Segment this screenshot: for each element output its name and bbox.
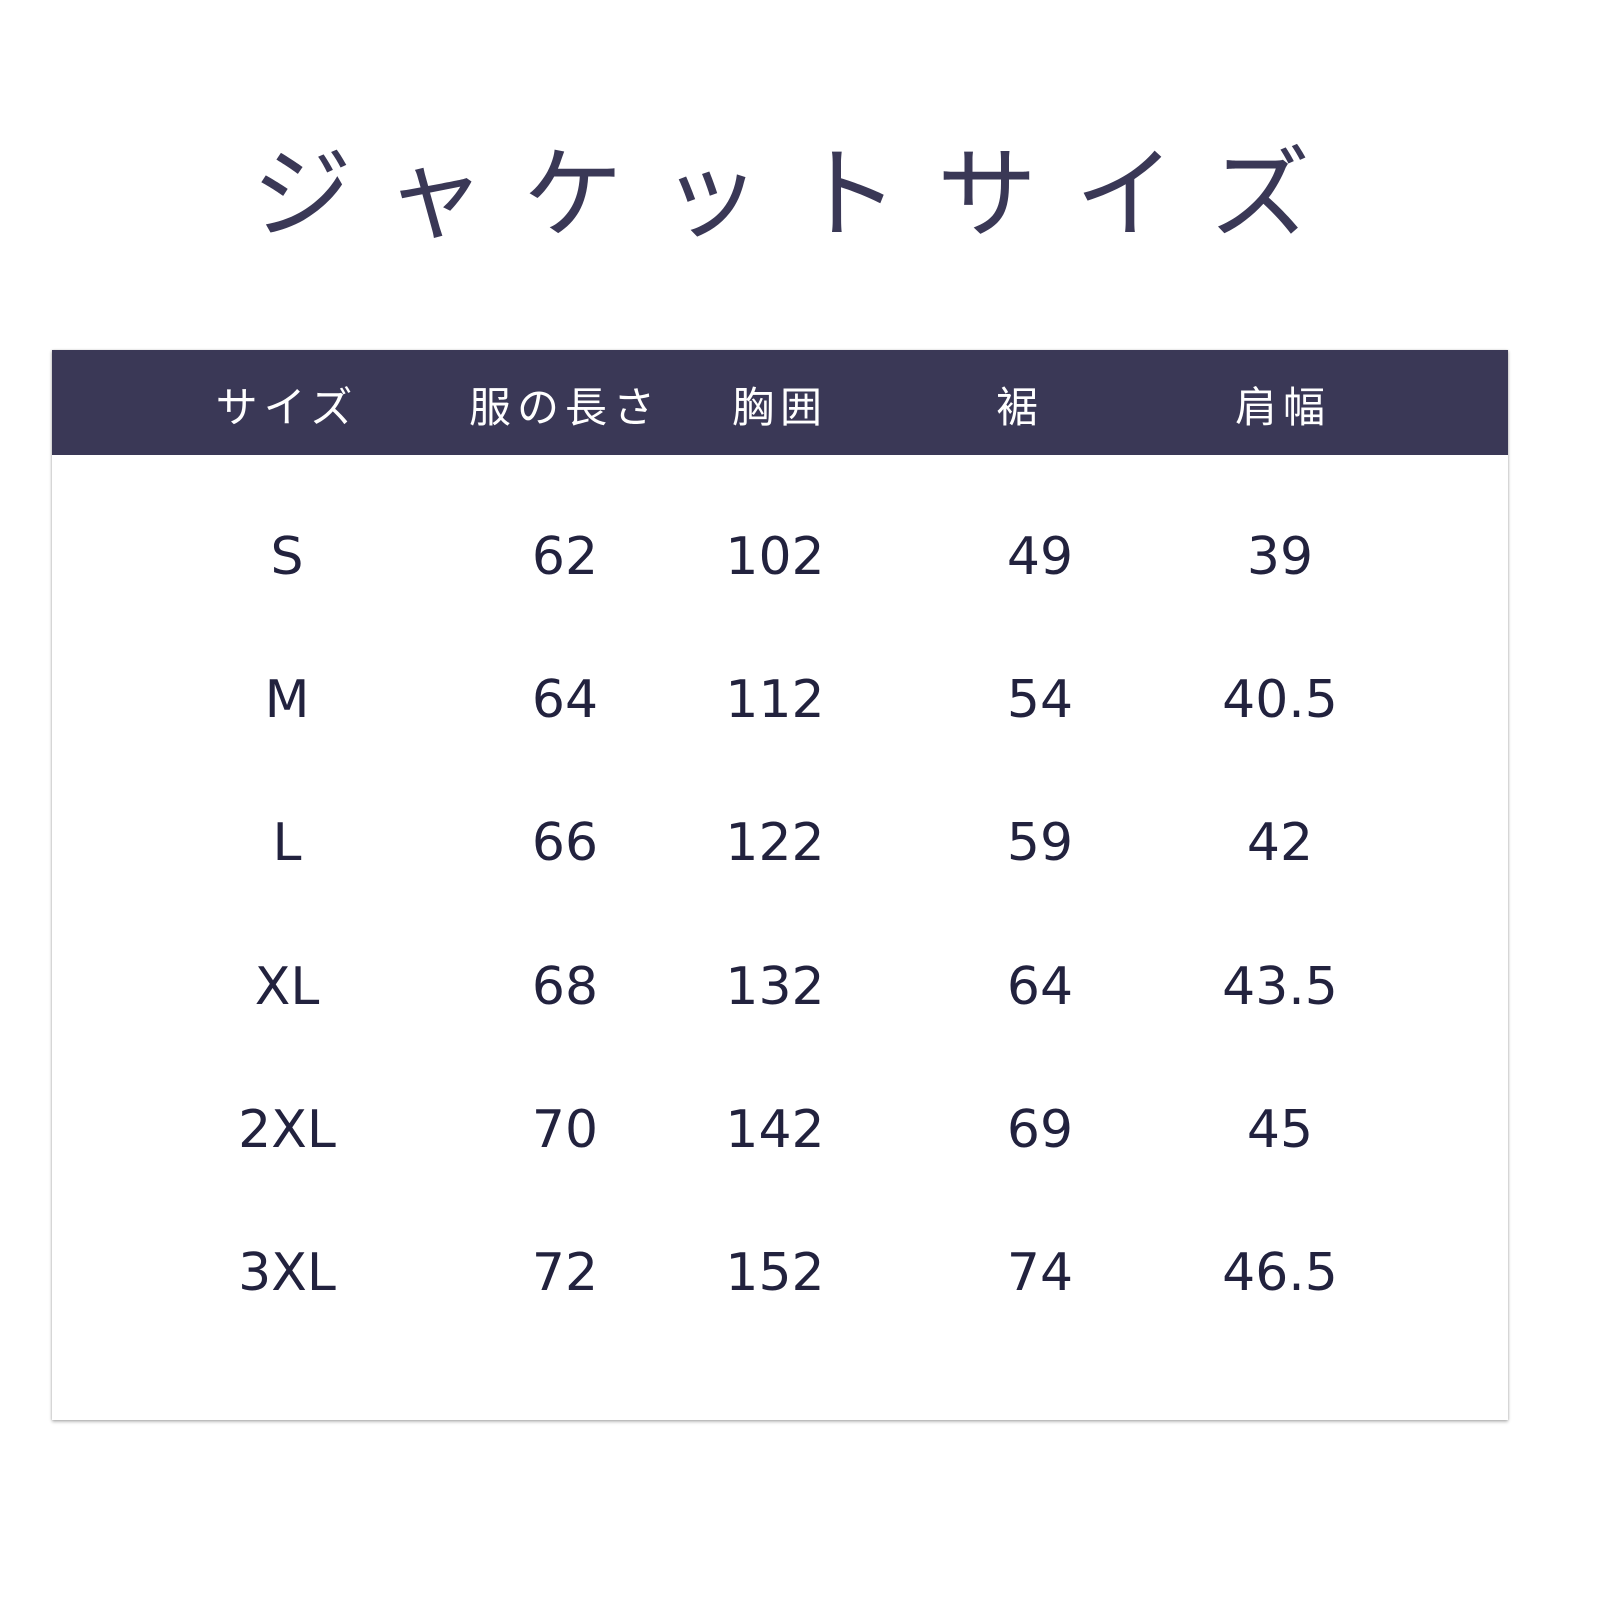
page-title: ジャケットサイズ — [252, 136, 1348, 253]
cell-length: 70 — [531, 1100, 599, 1160]
cell-hem: 69 — [1006, 1100, 1074, 1160]
cell-length: 68 — [531, 957, 599, 1017]
cell-chest: 142 — [725, 1100, 825, 1160]
cell-size: XL — [254, 957, 320, 1017]
cell-hem: 49 — [1006, 527, 1074, 587]
header-shoulder: 肩幅 — [1234, 383, 1332, 432]
cell-shoulder: 42 — [1246, 813, 1314, 873]
cell-length: 64 — [531, 670, 599, 730]
cell-chest: 102 — [725, 527, 825, 587]
cell-shoulder: 45 — [1246, 1100, 1314, 1160]
cell-chest: 112 — [725, 670, 825, 730]
table-header: サイズ 服の長さ 胸囲 裾 肩幅 — [52, 350, 1508, 455]
cell-hem: 54 — [1006, 670, 1074, 730]
cell-shoulder: 40.5 — [1222, 670, 1338, 730]
header-hem: 裾 — [995, 383, 1045, 432]
cell-size: 3XL — [238, 1243, 336, 1303]
cell-chest: 122 — [725, 813, 825, 873]
cell-size: M — [264, 670, 310, 730]
cell-size: L — [272, 813, 302, 873]
cell-chest: 152 — [725, 1243, 825, 1303]
header-size: サイズ — [215, 383, 359, 432]
cell-hem: 59 — [1006, 813, 1074, 873]
size-table: サイズ 服の長さ 胸囲 裾 肩幅 S 62 102 49 39 M 64 112 54 40.5 L… — [52, 350, 1508, 1420]
cell-shoulder: 46.5 — [1222, 1243, 1338, 1303]
cell-length: 62 — [531, 527, 599, 587]
cell-shoulder: 39 — [1246, 527, 1314, 587]
header-chest: 胸囲 — [731, 383, 829, 432]
cell-shoulder: 43.5 — [1222, 957, 1338, 1017]
cell-size: S — [270, 527, 304, 587]
cell-chest: 132 — [725, 957, 825, 1017]
cell-size: 2XL — [238, 1100, 336, 1160]
cell-length: 72 — [531, 1243, 599, 1303]
cell-hem: 74 — [1006, 1243, 1074, 1303]
cell-hem: 64 — [1006, 957, 1074, 1017]
cell-length: 66 — [531, 813, 599, 873]
header-length: 服の長さ — [468, 383, 662, 432]
